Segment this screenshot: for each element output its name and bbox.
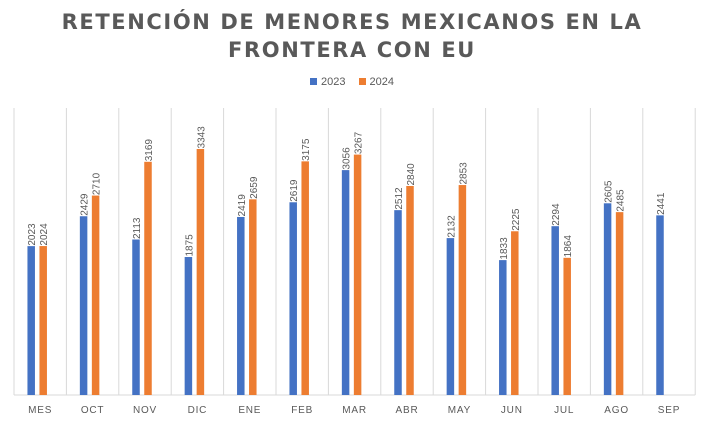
bar-2023-jun [499, 260, 507, 395]
data-label-2023-feb: 2619 [289, 179, 300, 202]
data-label-2024-dic: 3343 [196, 126, 207, 149]
data-label-2024-ene: 2659 [249, 176, 260, 199]
chart-title-line-2: FRONTERA CON EU [228, 38, 476, 62]
data-label-2024-may: 2853 [458, 162, 469, 185]
chart-title-line-1: RETENCIÓN DE MENORES MEXICANOS EN LA [61, 10, 643, 34]
data-label-2023-dic: 1875 [184, 234, 195, 257]
legend-label-2024: 2024 [369, 76, 395, 88]
bar-2023-oct [79, 216, 88, 395]
bar-2024-nov [144, 161, 152, 395]
x-tick-label-mar: MAR [342, 405, 367, 416]
x-tick-label-may: MAY [448, 405, 471, 416]
bar-2023-nov [132, 239, 140, 395]
legend-label-2023: 2023 [320, 76, 346, 88]
data-label-2023-may: 2132 [446, 215, 457, 238]
bar-2023-mar [341, 170, 350, 395]
data-label-2024-mes: 2024 [39, 223, 50, 246]
bar-2023-jul [551, 226, 559, 395]
x-tick-label-jun: JUN [501, 405, 523, 416]
data-label-2024-ago: 2485 [616, 189, 627, 212]
x-tick-label-dic: DIC [188, 405, 208, 416]
bar-2023-feb [289, 202, 297, 395]
data-label-2023-jul: 2294 [551, 203, 562, 226]
bar-2024-abr [406, 186, 414, 395]
legend-item-2024: 2024 [358, 76, 395, 88]
bar-2023-abr [394, 210, 402, 395]
data-label-2023-nov: 2113 [132, 217, 143, 239]
x-tick-label-feb: FEB [291, 405, 313, 416]
data-label-2023-abr: 2512 [394, 187, 405, 210]
bar-2024-jul [563, 257, 571, 395]
data-label-2023-mar: 3056 [342, 147, 353, 170]
x-tick-label-sep: SEP [658, 405, 680, 416]
bar-2023-sep [656, 215, 664, 395]
x-tick-label-nov: NOV [133, 405, 157, 416]
legend-item-2023: 2023 [309, 76, 346, 88]
bar-2023-ago [603, 203, 612, 395]
data-label-2024-feb: 3175 [301, 138, 312, 161]
bar-2024-ago [615, 212, 624, 395]
data-label-2024-oct: 2710 [92, 172, 103, 195]
x-tick-label-abr: ABR [396, 405, 419, 416]
bar-2024-feb [301, 161, 309, 395]
bar-2024-mar [353, 154, 362, 395]
bar-2024-may [458, 185, 467, 395]
bar-2023-mes [27, 246, 35, 395]
data-label-2024-mar: 3267 [354, 131, 365, 154]
chart-legend: 2023 2024 [0, 76, 704, 88]
data-label-2024-abr: 2840 [406, 163, 417, 186]
chart-title: RETENCIÓN DE MENORES MEXICANOS EN LA FRO… [0, 8, 704, 64]
x-tick-label-jul: JUL [554, 405, 574, 416]
legend-swatch-2024 [358, 78, 366, 85]
data-label-2023-oct: 2429 [80, 193, 91, 216]
bar-2024-ene [249, 199, 257, 395]
data-label-2024-nov: 3169 [144, 139, 155, 162]
data-label-2023-sep: 2441 [656, 192, 667, 215]
data-label-2023-ago: 2605 [604, 180, 615, 203]
data-label-2023-ene: 2419 [237, 194, 248, 217]
bar-2024-dic [196, 148, 205, 395]
bar-2023-may [446, 238, 455, 395]
x-tick-label-mes: MES [28, 405, 52, 416]
legend-swatch-2023 [309, 78, 317, 85]
x-tick-label-ago: AGO [604, 405, 629, 416]
data-label-2024-jul: 1864 [563, 235, 574, 258]
bar-2023-ene [237, 216, 245, 395]
bar-2024-mes [39, 246, 47, 395]
bar-2024-oct [91, 195, 100, 395]
x-tick-label-ene: ENE [238, 405, 261, 416]
data-label-2024-jun: 2225 [511, 208, 522, 231]
bar-2024-jun [511, 231, 519, 395]
x-tick-label-oct: OCT [81, 405, 105, 416]
bar-2023-dic [184, 257, 193, 395]
data-label-2023-jun: 1833 [499, 237, 510, 260]
data-label-2023-mes: 2023 [27, 223, 38, 246]
